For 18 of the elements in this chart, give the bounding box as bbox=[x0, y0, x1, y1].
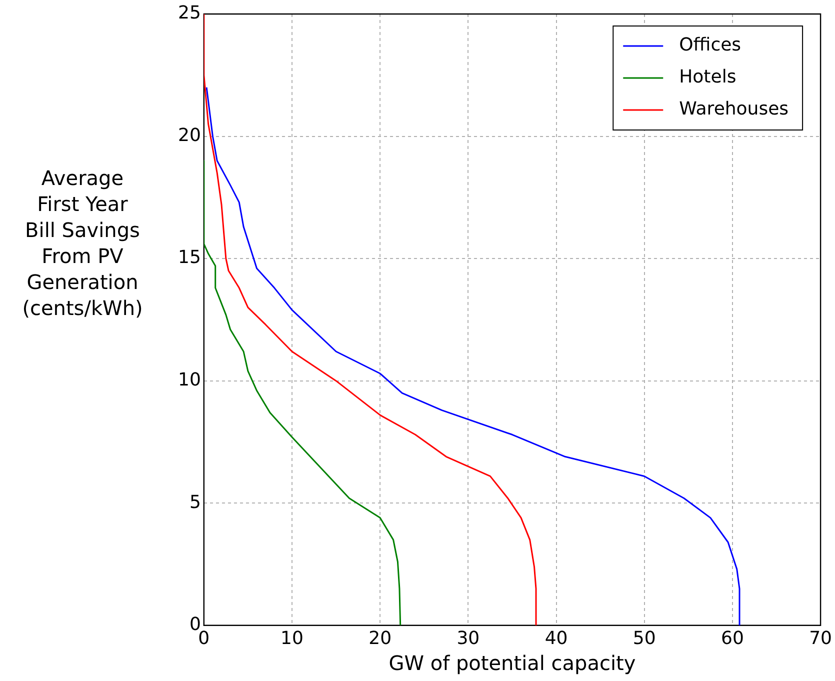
y-tick-label: 10 bbox=[178, 370, 201, 391]
legend-label: Warehouses bbox=[679, 98, 789, 120]
y-tick-label: 5 bbox=[189, 492, 201, 513]
x-tick-label: 10 bbox=[280, 628, 304, 649]
y-tick-label: 20 bbox=[178, 124, 201, 146]
y-axis-title: Average First Year Bill Savings From PV Generation (cents/kWh) bbox=[21, 165, 144, 321]
x-tick-label: 30 bbox=[456, 628, 480, 649]
x-tick-label: 40 bbox=[544, 628, 568, 649]
legend-label: Hotels bbox=[679, 66, 736, 88]
x-tick-label: 60 bbox=[721, 628, 744, 649]
y-tick-label: 15 bbox=[178, 247, 201, 268]
y-tick-label: 25 bbox=[178, 2, 201, 24]
x-tick-label: 50 bbox=[632, 628, 656, 649]
legend-label: Offices bbox=[679, 34, 742, 56]
x-axis-title: GW of potential capacity bbox=[388, 651, 636, 676]
y-tick-label: 0 bbox=[189, 614, 201, 636]
x-tick-label: 70 bbox=[809, 628, 832, 649]
x-tick-label: 20 bbox=[368, 628, 392, 649]
